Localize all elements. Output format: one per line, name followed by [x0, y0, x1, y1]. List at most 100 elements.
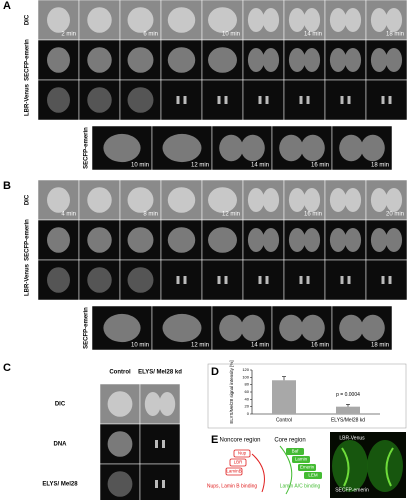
- chromatin: [155, 480, 158, 488]
- chromatin: [381, 276, 385, 284]
- cell: [162, 133, 202, 163]
- cell: [247, 48, 265, 72]
- time-label: 10 min: [222, 32, 240, 38]
- protein-box: [304, 472, 322, 479]
- cell: [344, 48, 362, 72]
- micrograph: [365, 259, 408, 301]
- chromatin: [258, 96, 262, 104]
- cell: [247, 188, 265, 212]
- cell: [329, 188, 347, 212]
- cell: [219, 314, 244, 342]
- cell: [360, 314, 385, 342]
- chromatin: [299, 96, 303, 104]
- y-tick-label: 40: [245, 396, 250, 401]
- time-label: 14 min: [251, 343, 269, 349]
- time-label: 14 min: [304, 32, 322, 38]
- cell: [339, 134, 364, 162]
- micrograph: [283, 259, 326, 301]
- chromatin: [224, 276, 228, 284]
- protein-box: [286, 448, 304, 455]
- cell: [103, 133, 141, 163]
- cell: [370, 8, 388, 32]
- binding-label: Nups, Lamin B binding: [207, 483, 258, 489]
- chromatin: [265, 96, 269, 104]
- time-label: 18 min: [386, 32, 404, 38]
- cell: [167, 7, 196, 33]
- time-label: 18 min: [371, 343, 389, 349]
- time-label: 20 min: [386, 212, 404, 218]
- chromatin: [340, 96, 344, 104]
- time-label: 16 min: [311, 343, 329, 349]
- cell: [47, 47, 70, 73]
- cell: [370, 228, 388, 252]
- protein-box: [233, 449, 251, 458]
- region-label: Core region: [274, 438, 305, 444]
- cell: [103, 313, 141, 343]
- chromatin: [299, 276, 303, 284]
- cell: [240, 314, 265, 342]
- y-tick-label: 60: [245, 389, 250, 394]
- cell: [367, 440, 403, 492]
- micrograph: [160, 79, 203, 121]
- y-tick-label: 0: [247, 411, 250, 416]
- chromatin: [162, 440, 165, 448]
- protein-box: [225, 467, 243, 476]
- image-label: SECFP-emerin: [335, 487, 369, 493]
- y-tick-label: 120: [242, 367, 249, 372]
- panel-frame: [207, 363, 407, 429]
- chromatin: [183, 276, 187, 284]
- cell: [288, 8, 306, 32]
- bar: [336, 406, 360, 414]
- cell: [303, 188, 321, 212]
- cell: [262, 228, 280, 252]
- protein-box: [292, 456, 310, 463]
- cell: [300, 134, 325, 162]
- image-label: LBR-Venus: [339, 435, 365, 441]
- cell: [339, 314, 364, 342]
- cell: [208, 7, 237, 33]
- region-label: Noncore region: [219, 438, 260, 444]
- cell: [87, 7, 112, 33]
- cell: [288, 188, 306, 212]
- cell: [303, 228, 321, 252]
- micrograph: [324, 79, 367, 121]
- panel-label: E: [211, 434, 218, 446]
- time-label: 12 min: [222, 212, 240, 218]
- cell: [162, 313, 202, 343]
- chromatin: [306, 96, 310, 104]
- protein-label: Baf: [292, 449, 300, 454]
- cell: [288, 228, 306, 252]
- cell: [344, 188, 362, 212]
- panel-label: C: [3, 362, 11, 374]
- cell: [87, 227, 112, 253]
- chromatin: [224, 96, 228, 104]
- chromatin: [381, 96, 385, 104]
- cell: [47, 267, 70, 293]
- binding-label: Lamin A/C binding: [280, 483, 321, 489]
- cell: [47, 227, 70, 253]
- cell: [344, 228, 362, 252]
- cell: [385, 48, 403, 72]
- cell: [332, 440, 368, 492]
- micrograph: [201, 79, 244, 121]
- time-label: 4 min: [61, 212, 76, 218]
- y-tick-label: 100: [242, 374, 249, 379]
- time-label: 10 min: [131, 343, 149, 349]
- cell: [127, 7, 154, 33]
- cell: [288, 48, 306, 72]
- chromatin: [258, 276, 262, 284]
- time-label: 16 min: [304, 212, 322, 218]
- time-label: 14 min: [251, 163, 269, 169]
- time-label: 18 min: [371, 163, 389, 169]
- y-tick-label: 20: [245, 404, 250, 409]
- cell: [127, 267, 154, 293]
- chromatin: [162, 480, 165, 488]
- cell: [87, 87, 112, 113]
- protein-box: [229, 458, 247, 467]
- cell: [247, 228, 265, 252]
- chromatin: [388, 276, 392, 284]
- time-label: 10 min: [131, 163, 149, 169]
- column-label: Control: [109, 370, 131, 376]
- cell: [385, 228, 403, 252]
- chromatin: [176, 276, 180, 284]
